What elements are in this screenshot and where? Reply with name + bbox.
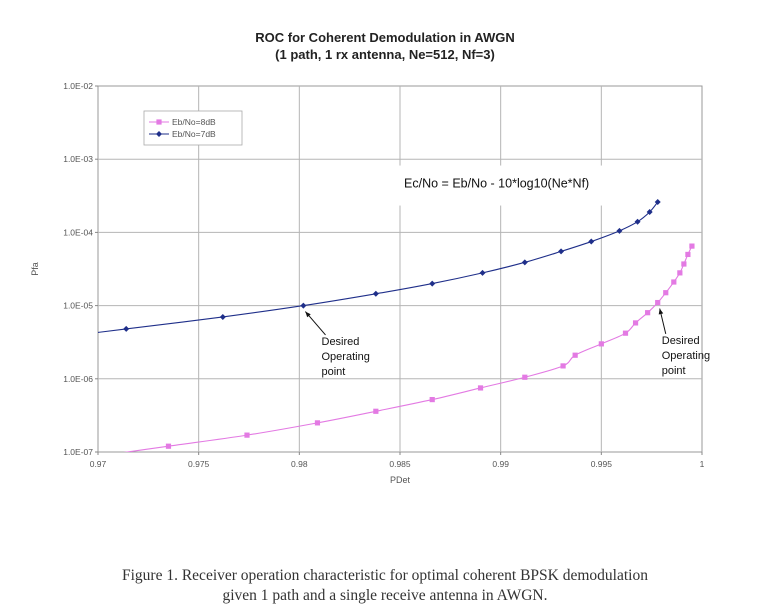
series-2-point — [372, 290, 379, 297]
series-1-point — [598, 341, 604, 347]
series-1-point — [165, 443, 172, 449]
series-1-point — [645, 310, 651, 316]
series-1-point — [632, 320, 639, 326]
caption-line-2: given 1 path and a single receive antenn… — [222, 587, 548, 604]
annotation-arrowhead-2 — [658, 308, 664, 315]
x-tick-label: 0.99 — [492, 459, 509, 469]
x-tick-label: 0.97 — [90, 459, 107, 469]
legend-label-1: Eb/No=8dB — [172, 117, 216, 127]
annotation-text-1: Desired — [322, 336, 360, 348]
y-axis-label: Pfa — [30, 262, 40, 276]
series-2-point — [479, 269, 486, 276]
x-tick-label: 0.975 — [188, 459, 210, 469]
y-tick-label: 1.0E-03 — [63, 154, 93, 164]
series-1-point — [522, 374, 528, 380]
annotation-text-1: point — [322, 366, 346, 378]
chart-title: ROC for Coherent Demodulation in AWGN — [255, 30, 515, 45]
series-2-point — [300, 302, 307, 309]
series-1-point — [655, 299, 661, 306]
series-1-point — [663, 290, 669, 296]
series-2-point — [123, 325, 130, 332]
series-1-point — [560, 363, 566, 369]
series-1-point — [671, 279, 677, 285]
series-1-point — [373, 408, 379, 414]
figure-caption: Figure 1. Receiver operation characteris… — [0, 566, 770, 606]
legend-label-2: Eb/No=7dB — [172, 129, 216, 139]
series-2-point — [588, 238, 595, 245]
legend-marker-2 — [156, 131, 162, 137]
legend-box — [143, 110, 243, 146]
series-2-point — [616, 227, 623, 234]
series-2-point — [429, 280, 436, 287]
y-tick-label: 1.0E-05 — [63, 301, 93, 311]
caption-line-1: Figure 1. Receiver operation characteris… — [122, 567, 648, 584]
chart-subtitle: (1 path, 1 rx antenna, Ne=512, Nf=3) — [275, 47, 495, 62]
series-1-point — [429, 396, 435, 403]
y-tick-label: 1.0E-02 — [63, 81, 93, 91]
series-1-point — [572, 352, 578, 358]
y-tick-label: 1.0E-06 — [63, 374, 93, 384]
y-tick-label: 1.0E-04 — [63, 227, 93, 237]
series-2-point — [634, 218, 641, 225]
x-tick-label: 0.98 — [291, 459, 308, 469]
annotation-arrowhead-1 — [305, 311, 311, 318]
series-2-point — [521, 259, 528, 266]
legend-marker-1 — [156, 119, 162, 125]
series-2-point — [654, 199, 661, 206]
series-2-point — [219, 313, 226, 320]
annotation-text-2: point — [662, 365, 686, 377]
series-2-point — [558, 248, 565, 255]
series-1-point — [685, 251, 691, 258]
annotation-text-2: Desired — [662, 335, 700, 347]
roc-chart: ROC for Coherent Demodulation in AWGN (1 … — [30, 30, 710, 485]
series-1-point — [477, 385, 484, 391]
series-1-point — [677, 270, 683, 276]
annotation-text-1: Operating — [322, 351, 370, 363]
x-tick-label: 1 — [700, 459, 705, 469]
series-1-point — [622, 330, 629, 336]
annotation-text-2: Operating — [662, 350, 710, 362]
series-2-point — [646, 208, 653, 215]
formula-box — [373, 165, 620, 206]
y-tick-label: 1.0E-07 — [63, 447, 93, 457]
series-1-point — [244, 432, 250, 438]
x-axis-label: PDet — [390, 475, 411, 485]
formula-annotation: Ec/No = Eb/No - 10*log10(Ne*Nf) — [404, 177, 589, 191]
x-tick-label: 0.985 — [389, 459, 411, 469]
series-1-point — [314, 420, 321, 426]
series-1-point — [689, 243, 695, 249]
x-tick-label: 0.995 — [591, 459, 613, 469]
series-1-point — [681, 261, 687, 267]
